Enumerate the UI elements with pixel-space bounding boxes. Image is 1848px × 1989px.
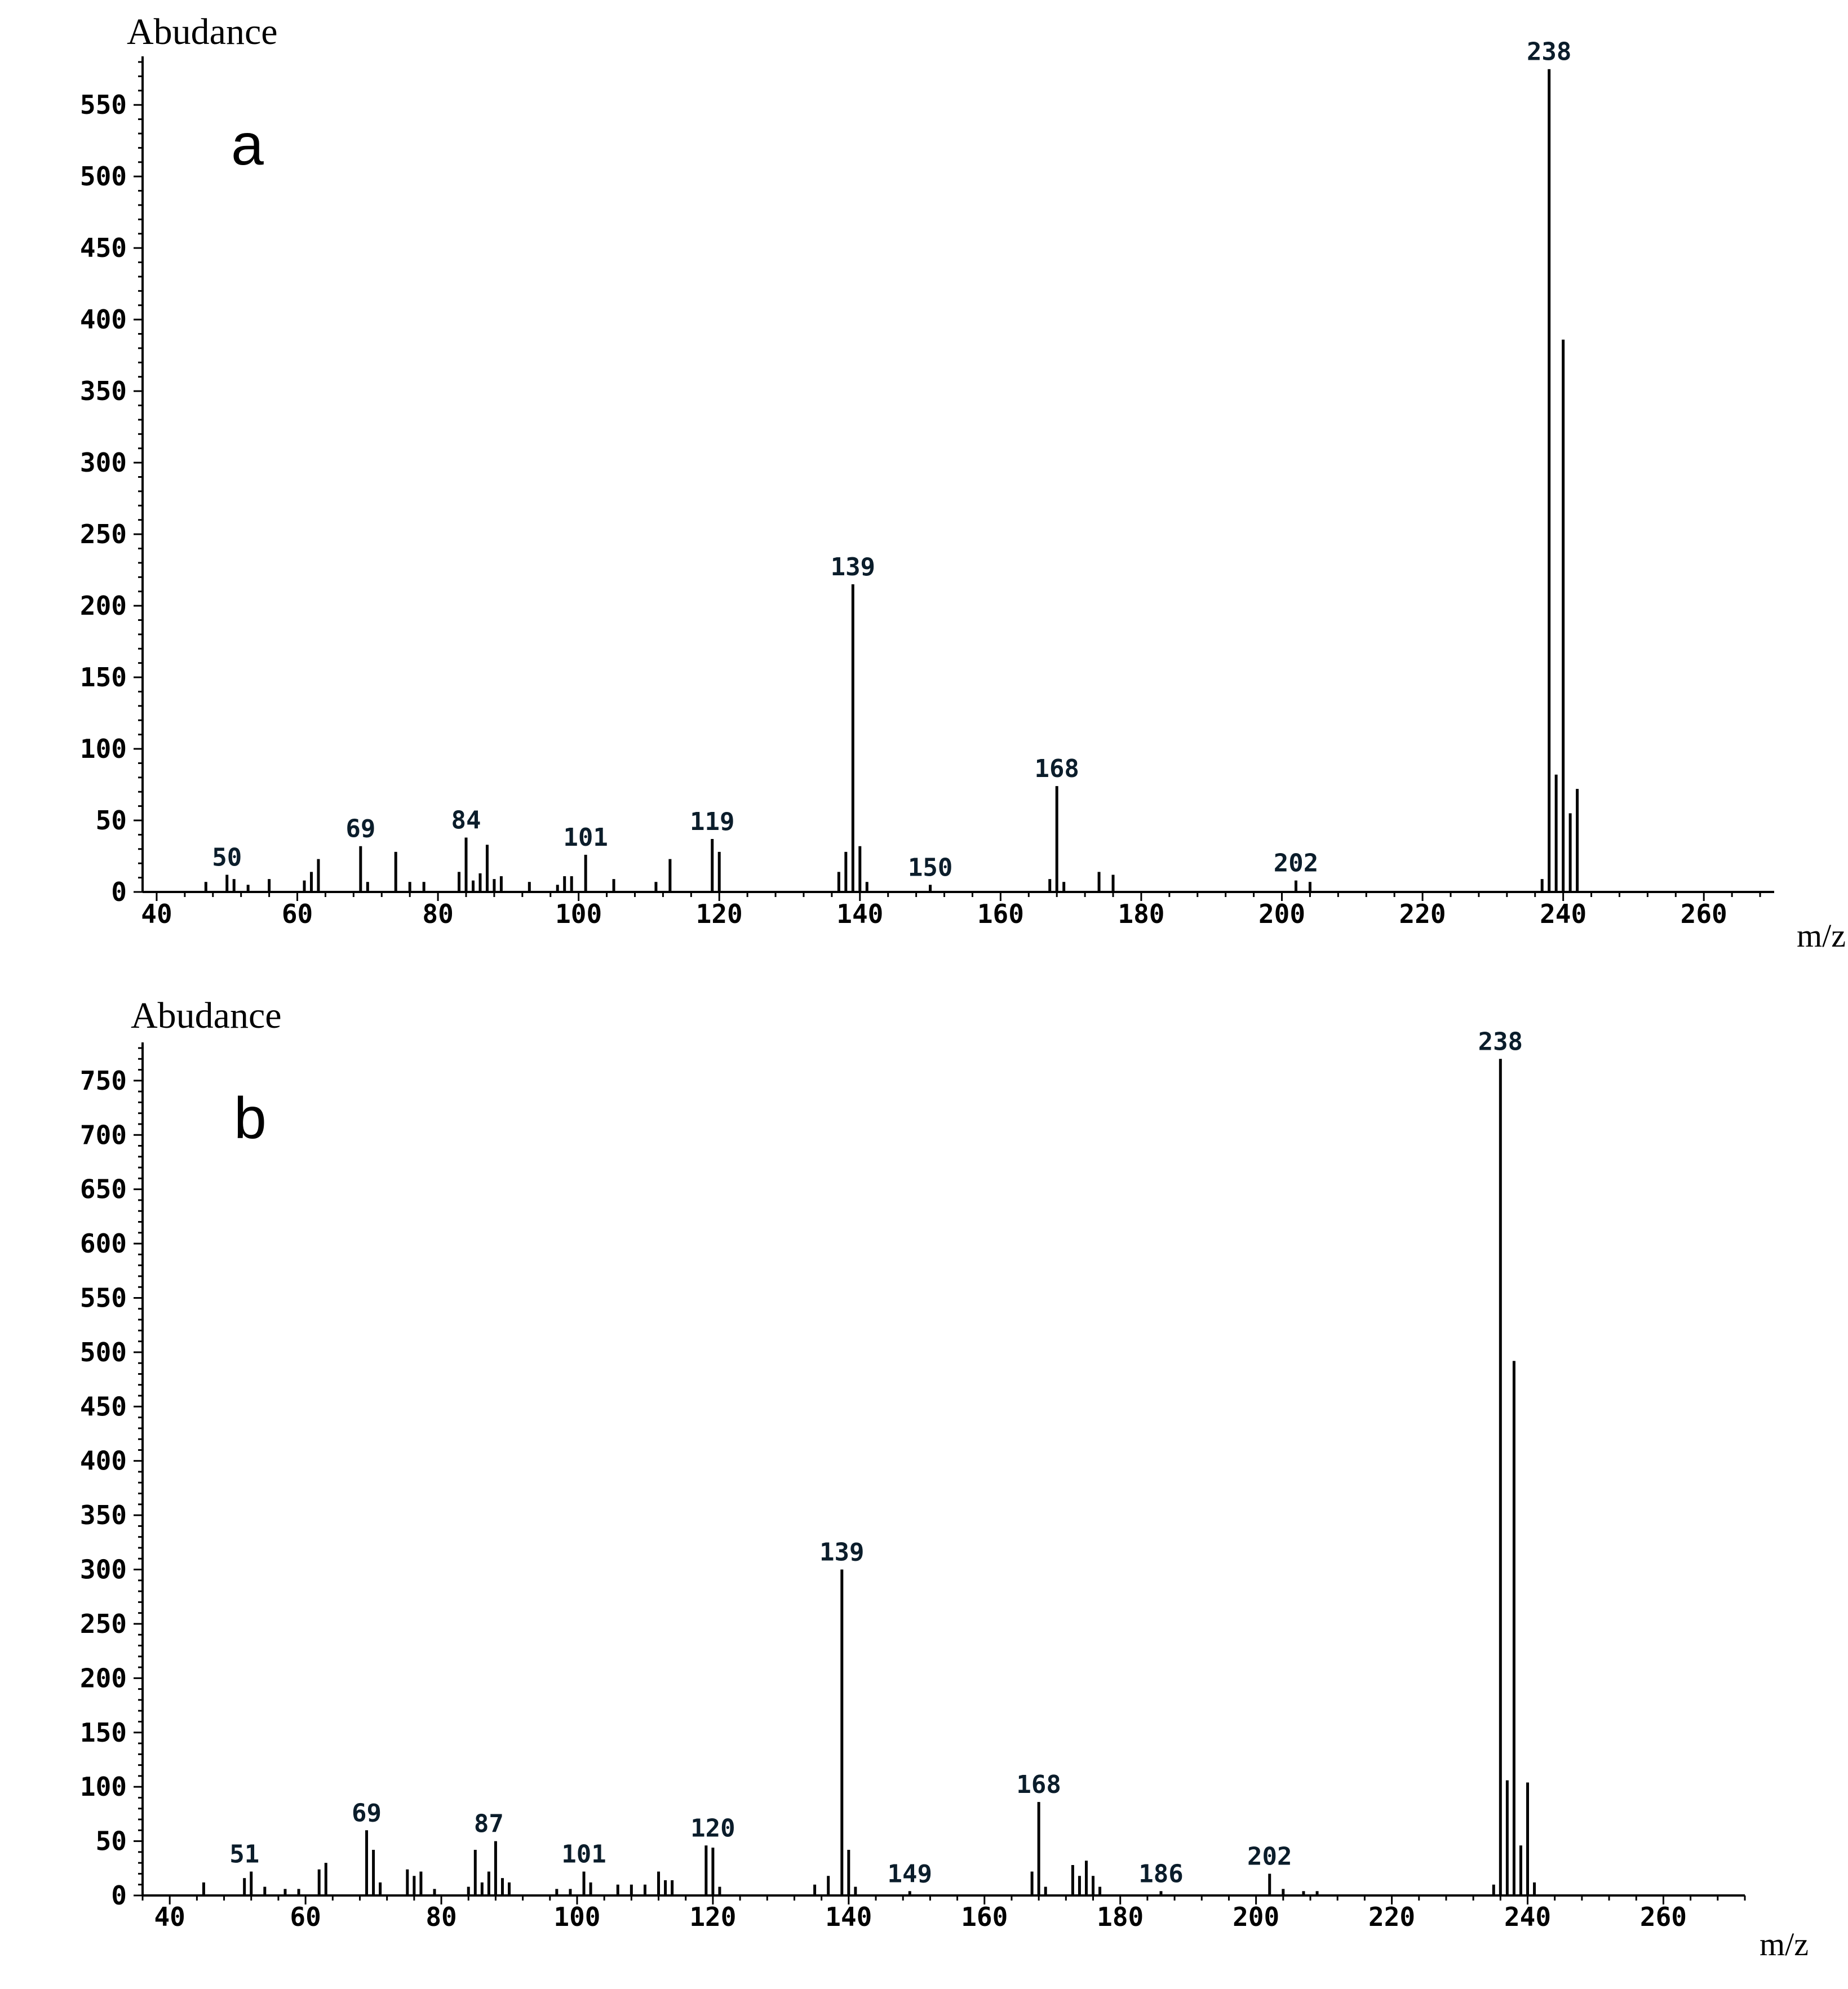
x-tick-label: 80 xyxy=(422,899,453,929)
peak-label: 84 xyxy=(451,806,481,834)
y-tick-label: 150 xyxy=(80,1717,127,1748)
y-tick-label: 350 xyxy=(80,376,127,406)
peak-label: 202 xyxy=(1247,1842,1292,1871)
x-tick-label: 180 xyxy=(1118,899,1164,929)
y-tick-label: 650 xyxy=(80,1174,127,1205)
y-tick-label: 50 xyxy=(96,805,127,836)
y-tick-label: 450 xyxy=(80,1391,127,1422)
peak-label: 139 xyxy=(819,1538,864,1567)
y-tick-label: 200 xyxy=(80,1663,127,1693)
y-tick-label: 300 xyxy=(80,1555,127,1585)
x-tick-label: 40 xyxy=(141,899,172,929)
y-tick-label: 150 xyxy=(80,662,127,692)
x-tick-label: 100 xyxy=(553,1902,600,1932)
y-tick-label: 750 xyxy=(80,1065,127,1096)
y-tick-label: 600 xyxy=(80,1228,127,1259)
x-tick-label: 240 xyxy=(1540,899,1586,929)
x-tick-label: 140 xyxy=(825,1902,872,1932)
y-tick-label: 0 xyxy=(111,877,127,907)
x-tick-label: 60 xyxy=(282,899,313,929)
y-tick-label: 450 xyxy=(80,233,127,263)
x-tick-label: 220 xyxy=(1368,1902,1415,1932)
y-tick-label: 100 xyxy=(80,1772,127,1802)
x-tick-label: 160 xyxy=(977,899,1024,929)
peak-label: 202 xyxy=(1274,849,1318,878)
x-tick-label: 120 xyxy=(696,899,743,929)
x-tick-label: 120 xyxy=(689,1902,736,1932)
y-tick-label: 300 xyxy=(80,447,127,478)
x-tick-label: 160 xyxy=(961,1902,1008,1932)
x-axis-title: m/z xyxy=(1797,917,1846,954)
spectrum-panel-a: 0 50 100 150 200 250 300 350 400 450 500 550 40 60 80 1… xyxy=(80,11,1846,954)
y-tick-label: 50 xyxy=(96,1826,127,1857)
peak-label: 50 xyxy=(212,843,242,872)
peak-label: 69 xyxy=(352,1799,382,1827)
peak-label: 139 xyxy=(831,553,875,581)
y-tick-label: 500 xyxy=(80,161,127,192)
x-tick-label: 100 xyxy=(555,899,602,929)
peak-label: 119 xyxy=(690,807,734,836)
peak-label: 87 xyxy=(474,1810,504,1839)
peak-label: 101 xyxy=(563,823,608,852)
peak-label: 168 xyxy=(1034,754,1079,783)
peak-label: 69 xyxy=(345,815,375,843)
x-tick-label: 220 xyxy=(1399,899,1446,929)
panel-letter: b xyxy=(234,1086,267,1151)
y-tick-label: 0 xyxy=(111,1880,127,1911)
peak-label: 101 xyxy=(561,1840,606,1869)
y-tick-label: 550 xyxy=(80,90,127,120)
y-tick-label: 500 xyxy=(80,1337,127,1368)
peak-label: 51 xyxy=(229,1840,259,1869)
peak-label: 186 xyxy=(1138,1859,1183,1888)
x-tick-label: 260 xyxy=(1640,1902,1687,1932)
y-tick-label: 400 xyxy=(80,1446,127,1476)
y-axis-title: Abudance xyxy=(131,995,282,1036)
x-tick-label: 200 xyxy=(1233,1902,1279,1932)
peak-label: 238 xyxy=(1527,38,1571,66)
y-tick-label: 700 xyxy=(80,1120,127,1150)
y-tick-label: 250 xyxy=(80,1609,127,1639)
x-tick-label: 80 xyxy=(426,1902,457,1932)
x-axis-title: m/z xyxy=(1760,1926,1809,1963)
y-tick-label: 550 xyxy=(80,1282,127,1313)
y-axis-title: Abudance xyxy=(127,11,278,52)
x-tick-label: 140 xyxy=(836,899,883,929)
peak-label: 238 xyxy=(1478,1027,1523,1056)
peak-label: 120 xyxy=(690,1814,735,1843)
panel-letter: a xyxy=(231,112,264,177)
peak-label: 150 xyxy=(908,853,952,882)
y-tick-label: 350 xyxy=(80,1500,127,1530)
x-tick-label: 200 xyxy=(1258,899,1305,929)
y-tick-label: 100 xyxy=(80,734,127,764)
x-tick-label: 180 xyxy=(1097,1902,1144,1932)
x-tick-label: 60 xyxy=(290,1902,321,1932)
y-tick-label: 400 xyxy=(80,304,127,335)
x-tick-label: 40 xyxy=(154,1902,185,1932)
peak-label: 168 xyxy=(1016,1770,1061,1799)
x-tick-label: 260 xyxy=(1681,899,1727,929)
y-tick-label: 250 xyxy=(80,519,127,549)
x-tick-label: 240 xyxy=(1504,1902,1551,1932)
y-tick-label: 200 xyxy=(80,591,127,621)
peak-label: 149 xyxy=(888,1859,932,1888)
spectrum-panel-b: 0 50 100 150 200 250 300 350 400 450 500 550 600 650 7… xyxy=(80,995,1809,1963)
